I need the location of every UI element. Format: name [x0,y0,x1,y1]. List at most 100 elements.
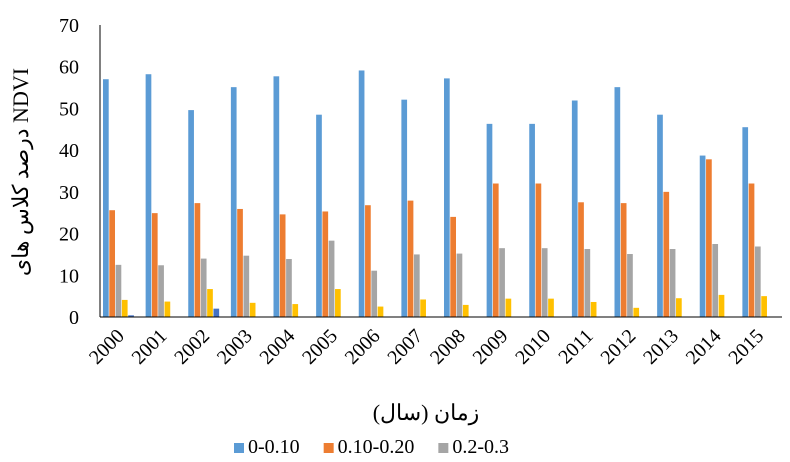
x-tick-label: 2007 [383,325,427,369]
x-tick-label: 2003 [213,325,257,369]
bar [657,114,663,317]
legend-swatch [323,443,334,453]
bar [188,110,194,317]
bar [273,76,280,317]
y-tick-label: 10 [59,265,79,287]
bar [712,244,719,317]
bar [103,79,109,317]
bar [420,299,426,317]
bar [328,240,335,317]
bar [584,249,591,317]
bar [669,249,676,317]
bar [316,114,322,317]
bar [462,304,469,317]
y-tick-label: 0 [69,307,79,329]
y-tick-label: 40 [59,140,79,162]
bar [706,159,712,317]
legend-label: 0.2-0.3 [452,436,509,458]
bar [614,87,621,318]
y-tick-label: 20 [59,224,79,246]
bar [115,264,122,317]
bar [292,304,299,317]
bar-series-group [103,70,767,318]
x-tick-label: 2014 [682,325,726,369]
bar [620,203,627,317]
bar [158,265,164,317]
legend-swatch [234,443,244,453]
bar [365,205,371,317]
bar [754,246,761,317]
bar [407,200,414,317]
bar [492,183,499,317]
bar [128,315,134,317]
bar [230,87,237,318]
x-axis-tick-labels: 2000200120022003200420052006200720082009… [85,325,768,369]
bar [505,298,512,317]
x-tick-label: 2002 [170,325,214,369]
bar [699,155,706,317]
bar [249,302,256,317]
bar [578,202,584,317]
bar [401,99,408,317]
bar [200,258,207,317]
bar [194,203,201,317]
bar [450,216,456,317]
y-tick-label: 70 [59,15,79,37]
bar [358,70,365,317]
bar [335,289,341,317]
y-tick-label: 50 [59,98,79,120]
bar [164,301,171,317]
bar [529,123,535,317]
bar [207,289,213,317]
legend: 0-0.10 0.10-0.20 0.2-0.3 [234,436,509,458]
bar [121,299,128,317]
bar [322,211,329,317]
bar [633,307,640,317]
x-tick-label: 2000 [85,325,129,369]
y-axis-title: درصد کلاس های NDVI [8,68,34,276]
bar [676,298,682,317]
bar [243,255,250,317]
bar [548,298,554,317]
bar [456,253,463,317]
bar [371,270,378,317]
bar [748,183,755,317]
bar [761,296,767,317]
y-tick-label: 30 [59,182,79,204]
x-tick-label: 2012 [597,325,641,369]
bar [279,214,286,317]
bar [237,208,243,317]
bar [486,123,493,317]
bar [151,213,158,317]
bar [627,254,633,317]
bar [541,248,548,317]
x-tick-label: 2010 [511,325,555,369]
bar [286,259,292,317]
bar [444,78,450,317]
y-tick-label: 60 [59,57,79,79]
bar [109,210,115,317]
bar [590,301,597,317]
x-tick-label: 2005 [298,325,342,369]
bar [742,127,749,317]
x-tick-label: 2008 [426,325,470,369]
bar [377,306,384,317]
y-axis-tick-labels: 0 10 20 30 40 50 60 70 [59,15,79,329]
bar [145,74,152,317]
bar [413,254,420,317]
x-tick-label: 2004 [256,325,300,369]
x-tick-label: 2001 [128,325,172,369]
bar [499,248,505,317]
x-tick-label: 2009 [469,325,513,369]
bar [663,191,670,317]
legend-label: 0-0.10 [248,436,300,458]
legend-swatch [438,443,449,453]
x-tick-label: 2015 [724,325,768,369]
x-tick-label: 2006 [341,325,385,369]
x-tick-label: 2013 [639,325,683,369]
x-axis-title: زمان (سال) [373,400,480,426]
bar [535,183,542,317]
legend-label: 0.10-0.20 [338,436,415,458]
bar [213,308,220,317]
